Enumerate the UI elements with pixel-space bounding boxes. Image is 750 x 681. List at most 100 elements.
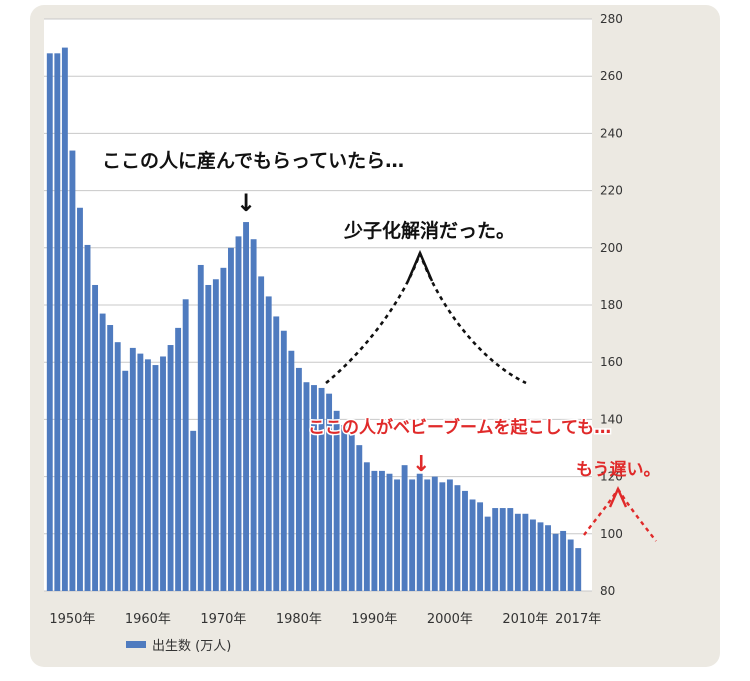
bar: [122, 370, 129, 591]
y-tick-label: 280: [600, 12, 623, 26]
bar: [348, 433, 355, 591]
bar: [454, 485, 461, 591]
bar: [273, 316, 280, 591]
bar: [190, 430, 197, 591]
annotation-peak: ここの人に産んでもらっていたら…: [102, 149, 404, 172]
bar: [409, 479, 416, 591]
bar: [499, 508, 506, 591]
bar: [537, 522, 544, 591]
y-tick-label: 260: [600, 69, 623, 83]
x-tick-label: 2010年: [502, 612, 548, 627]
annotation-boom-arrow: ↓: [412, 452, 430, 477]
annotation-boom: ここの人がベビーブームを起こしても…: [308, 417, 611, 438]
bar: [341, 425, 348, 591]
bar: [371, 470, 378, 591]
y-tick-label: 120: [600, 470, 623, 484]
bar: [280, 330, 287, 591]
bar: [469, 499, 476, 591]
y-tick-label: 80: [600, 584, 615, 598]
bar: [46, 53, 53, 591]
dashed-peak-black: [325, 252, 527, 385]
bar: [318, 387, 325, 591]
bar: [363, 462, 370, 591]
bar: [182, 299, 189, 591]
bar: [144, 359, 151, 591]
bar: [99, 313, 106, 591]
bar: [545, 525, 551, 591]
legend-label: 出生数 (万人): [152, 639, 231, 654]
annotation-resolve: 少子化解消だった。: [343, 219, 515, 242]
bar: [250, 239, 257, 591]
bar: [160, 356, 166, 591]
bar: [114, 342, 121, 591]
bar: [575, 548, 582, 591]
bar: [311, 385, 317, 591]
bar: [92, 284, 99, 591]
bar: [492, 508, 499, 591]
bar: [303, 382, 310, 591]
y-tick-label: 220: [600, 184, 623, 198]
bar: [416, 473, 423, 591]
bar: [356, 445, 363, 591]
annotation-late: もう遅い。: [576, 460, 661, 480]
bar: [326, 393, 333, 591]
bar: [197, 264, 204, 591]
bar: [152, 365, 159, 591]
legend-swatch: [126, 641, 146, 648]
bar: [484, 516, 491, 591]
bar: [235, 236, 242, 592]
bar: [175, 327, 182, 591]
bar: [129, 347, 136, 591]
y-tick-label: 200: [600, 241, 623, 255]
y-tick-label: 100: [600, 527, 623, 541]
bar: [137, 353, 144, 591]
bar: [243, 222, 249, 591]
bar: [265, 296, 272, 591]
chart-card: 80 100 120 140 160 180 200 220 240 260 280 1950年 19…: [30, 5, 720, 667]
bar: [514, 513, 521, 591]
bar: [167, 345, 174, 591]
peak-caret-black: [406, 249, 434, 282]
bar: [288, 350, 295, 591]
x-tick-label: 1970年: [200, 612, 246, 627]
bar: [394, 479, 400, 591]
bar: [552, 533, 559, 591]
bar: [560, 530, 567, 591]
bar: [439, 482, 446, 591]
bar: [446, 479, 453, 591]
y-tick-label: 140: [600, 412, 623, 426]
bar: [69, 150, 76, 591]
bar: [522, 513, 529, 591]
bar: [333, 410, 340, 591]
bar: [477, 502, 484, 591]
y-tick-label: 180: [600, 298, 623, 312]
bar: [61, 47, 68, 592]
bar: [107, 325, 114, 591]
bar: [295, 367, 302, 591]
bar: [220, 267, 227, 591]
peak-caret-red: [608, 486, 628, 508]
y-tick-label: 160: [600, 355, 623, 369]
bar: [401, 465, 408, 591]
bar: [386, 473, 393, 591]
bar: [507, 508, 514, 591]
x-tick-label: 1950年: [49, 612, 95, 627]
x-axis-ticks: 1950年 1960年 1970年 1980年 1990年 2000年 2010年 2017年: [49, 612, 601, 627]
annotation-peak-arrow: ↓: [236, 189, 256, 217]
bar: [424, 479, 431, 591]
bar-series: [46, 47, 582, 592]
y-axis-ticks: 80 100 120 140 160 180 200 220 240 260 280: [600, 12, 623, 598]
bar: [205, 284, 212, 591]
bar: [84, 244, 91, 591]
bar: [212, 279, 219, 591]
dashed-peak-red: [583, 488, 657, 542]
bar: [258, 276, 265, 591]
bar: [228, 247, 234, 592]
x-tick-label: 1980年: [276, 612, 322, 627]
bar: [462, 490, 468, 591]
bar: [529, 519, 536, 591]
bar: [431, 476, 438, 591]
bar: [77, 207, 83, 591]
bar: [54, 53, 61, 591]
